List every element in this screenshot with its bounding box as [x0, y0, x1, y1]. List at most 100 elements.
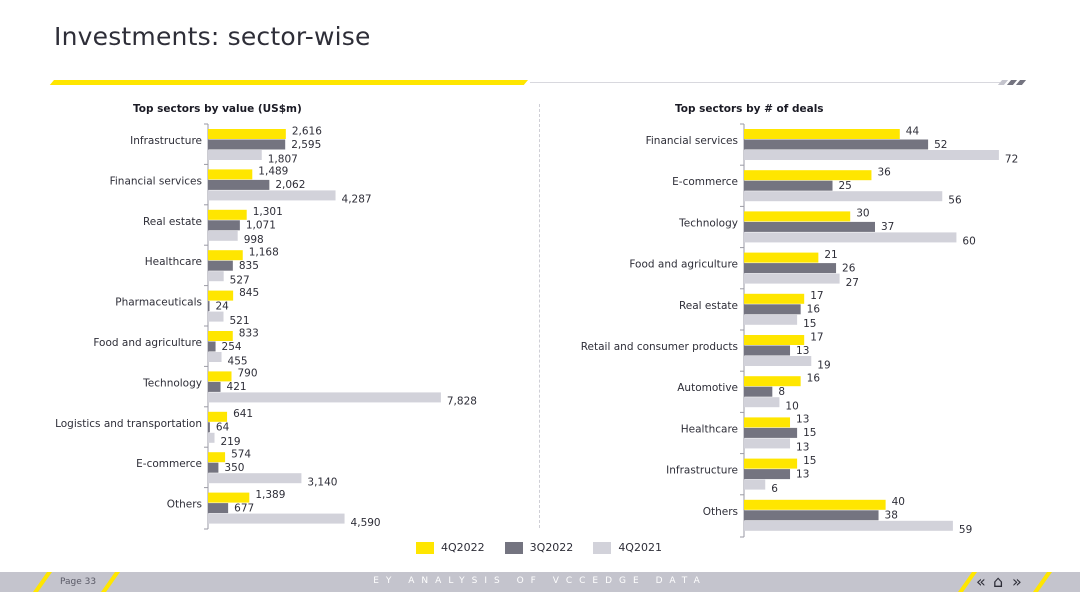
bar — [744, 314, 798, 325]
data-label: 59 — [959, 524, 972, 536]
data-label: 36 — [877, 166, 891, 178]
data-label: 13 — [796, 442, 809, 454]
data-label: 455 — [228, 355, 248, 367]
bar — [744, 386, 773, 397]
category-label: Financial services — [110, 175, 202, 187]
data-label: 1,489 — [258, 166, 288, 178]
data-label: 6 — [771, 483, 778, 495]
bar — [208, 190, 336, 201]
data-label: 8 — [778, 386, 785, 398]
bar — [744, 252, 819, 263]
data-label: 30 — [856, 208, 869, 220]
page-number: Page 33 — [60, 577, 97, 587]
data-label: 17 — [810, 331, 823, 343]
bar — [744, 397, 780, 408]
data-label: 350 — [224, 462, 244, 474]
bar — [208, 290, 234, 301]
data-label: 24 — [216, 300, 230, 312]
legend-swatch — [504, 541, 523, 554]
bar — [208, 220, 240, 231]
legend-item: 4Q2022 — [416, 541, 485, 554]
bar — [744, 335, 805, 345]
category-label: Logistics and transportation — [55, 418, 202, 430]
data-label: 790 — [238, 368, 258, 380]
legend-label: 3Q2022 — [529, 541, 574, 554]
legend-label: 4Q2021 — [618, 541, 662, 554]
data-label: 15 — [803, 455, 816, 467]
data-label: 521 — [229, 315, 249, 327]
data-label: 25 — [839, 180, 852, 192]
legend: 4Q2022 3Q2022 4Q2021 — [416, 541, 682, 554]
bar — [744, 356, 812, 366]
bar — [744, 273, 840, 284]
chart-sector-deals: Financial services 44 52 72 E-commerce 36 25 56… — [581, 123, 1018, 538]
bar — [744, 510, 879, 521]
data-label: 64 — [216, 422, 230, 434]
bar — [208, 129, 286, 139]
category-label: Food and agriculture — [93, 337, 202, 349]
bar — [744, 263, 837, 274]
data-label: 38 — [885, 510, 898, 522]
bar — [208, 250, 243, 261]
bar — [208, 352, 222, 362]
data-label: 56 — [948, 194, 962, 206]
bar — [744, 345, 791, 356]
bar — [744, 221, 875, 232]
category-label: Real estate — [679, 300, 738, 312]
data-label: 17 — [810, 290, 823, 302]
bar — [744, 293, 805, 304]
bar — [208, 452, 226, 463]
data-label: 998 — [244, 234, 264, 246]
bar — [208, 371, 232, 382]
category-label: Infrastructure — [130, 135, 202, 147]
bar — [208, 392, 441, 403]
bar — [208, 150, 262, 160]
data-label: 4,287 — [342, 194, 372, 206]
category-label: Infrastructure — [666, 465, 738, 477]
data-label: 13 — [796, 414, 809, 426]
data-label: 2,616 — [292, 125, 322, 137]
data-label: 44 — [906, 125, 920, 137]
bar — [208, 462, 219, 473]
bar — [208, 139, 286, 150]
chart-divider — [539, 104, 540, 528]
data-label: 16 — [807, 372, 821, 384]
chart-sector-value: Infrastructure 2,616 2,595 1,807 Financial s… — [55, 123, 477, 530]
bar — [208, 381, 221, 392]
data-label: 1,071 — [246, 220, 276, 232]
category-label: Financial services — [646, 135, 738, 147]
nav-next-icon[interactable]: » — [1012, 572, 1022, 591]
nav-home-icon[interactable]: ⌂ — [993, 572, 1004, 591]
bar — [208, 331, 233, 341]
data-label: 677 — [234, 502, 254, 514]
data-label: 26 — [842, 262, 856, 274]
nav-prev-icon[interactable]: « — [976, 572, 986, 591]
data-label: 10 — [785, 400, 798, 412]
bar — [208, 432, 215, 443]
data-label: 527 — [230, 274, 250, 286]
bar — [744, 129, 900, 139]
bar — [208, 209, 247, 220]
legend-swatch — [416, 541, 434, 554]
legend-item: 4Q2021 — [593, 541, 662, 554]
data-label: 2,595 — [291, 139, 321, 151]
data-label: 60 — [962, 236, 975, 248]
data-label: 254 — [222, 341, 242, 353]
category-label: Healthcare — [145, 256, 202, 268]
data-label: 37 — [881, 221, 894, 233]
category-label: Technology — [678, 217, 738, 229]
data-label: 4,590 — [351, 517, 381, 529]
data-label: 27 — [846, 277, 859, 289]
bar — [208, 260, 233, 271]
bar — [744, 376, 801, 387]
data-label: 72 — [1005, 153, 1018, 165]
data-label: 835 — [239, 260, 259, 272]
category-label: Others — [167, 499, 202, 511]
bar — [744, 191, 943, 202]
data-label: 52 — [934, 139, 947, 151]
bar — [208, 503, 229, 514]
bar — [744, 139, 929, 150]
category-label: E-commerce — [136, 458, 202, 470]
data-label: 3,140 — [307, 476, 337, 488]
category-label: Pharmaceuticals — [115, 297, 202, 309]
